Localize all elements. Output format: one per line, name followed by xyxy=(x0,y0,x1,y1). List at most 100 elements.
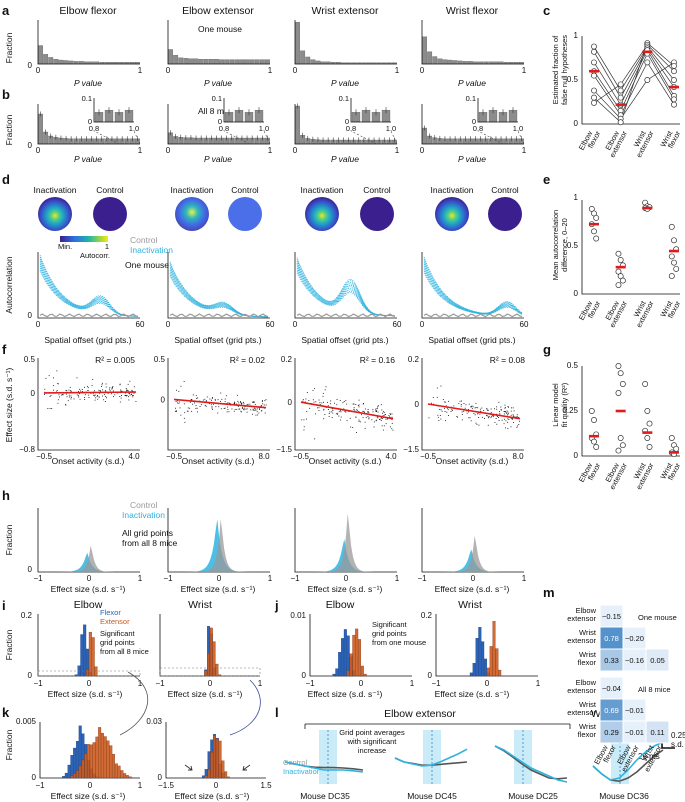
d-colorbar xyxy=(60,236,108,242)
scatter-point xyxy=(358,404,360,406)
scatter-point xyxy=(492,415,493,417)
mouse-line xyxy=(593,45,675,92)
scatter-point xyxy=(106,397,107,399)
m1-row1-l1: Elbow xyxy=(576,606,597,615)
scatter-point xyxy=(127,390,129,391)
inset-xtick-10: 1.0 xyxy=(129,124,139,133)
i-elbow-flexor-bar xyxy=(83,624,87,677)
l-scale-y: 0.25 xyxy=(671,731,685,740)
inactivation-curve xyxy=(169,263,269,318)
regression-line xyxy=(173,398,267,409)
j-wrist-extensor-bar xyxy=(486,667,490,677)
pvalue-bar xyxy=(68,60,74,65)
scatter-point xyxy=(318,407,320,409)
scatter-point xyxy=(306,411,308,412)
data-point xyxy=(617,81,624,88)
scatter-point xyxy=(338,415,340,417)
scatter-point xyxy=(254,404,256,405)
scatter-point xyxy=(223,408,225,409)
m-cell xyxy=(645,720,670,744)
scatter-point xyxy=(505,427,506,429)
pvalue-bar xyxy=(58,59,64,65)
scatter-point xyxy=(214,399,216,401)
inset-xtick-08: 0.8 xyxy=(89,124,99,133)
scatter-point xyxy=(465,404,467,406)
scatter-point xyxy=(391,416,393,418)
j-xlabel-1: Effect size (s.d. s⁻¹) xyxy=(308,689,383,699)
scatter-point xyxy=(238,408,240,410)
m-cell-value: −0.15 xyxy=(602,612,621,621)
scatter-point xyxy=(234,402,236,404)
scatter-point xyxy=(252,401,254,403)
scatter-point xyxy=(44,394,45,395)
data-point xyxy=(617,119,624,126)
pvalue-bar xyxy=(310,59,316,65)
k-elbow-extensor-bar xyxy=(98,727,102,779)
data-point xyxy=(642,381,649,387)
scatter-point xyxy=(111,387,113,388)
h-note-1: All grid points xyxy=(122,528,173,538)
m-one-mouse-matrix: Elbow extensor Wrist extensor Wrist flex… xyxy=(567,606,677,667)
l-mouse-1: Mouse DC35 xyxy=(300,791,350,801)
l-legend-inactivation: Inactivation xyxy=(283,767,321,776)
m-cell-value: −0.04 xyxy=(602,684,621,693)
j-elbow-flexor-bar xyxy=(343,629,347,677)
inactivation-curve xyxy=(39,271,138,317)
scatter-point xyxy=(190,399,192,401)
l-note-1: Grid point averages xyxy=(339,728,405,737)
m1-row3-l2: flexor xyxy=(578,658,597,667)
scatter-point xyxy=(87,387,89,389)
scatter-point xyxy=(49,408,51,409)
scatter-point xyxy=(510,414,512,416)
inactivation-curve xyxy=(39,265,139,317)
pvalue-xtick-1: 1 xyxy=(522,146,527,155)
a-xlabel-2: P value xyxy=(204,78,232,88)
k-arrow-left xyxy=(184,764,193,771)
scatter-point xyxy=(512,415,514,417)
scatter-point xyxy=(312,390,314,391)
d-ytick: 0 xyxy=(28,311,33,320)
scatter-point xyxy=(105,386,107,388)
scatter-point xyxy=(56,391,57,393)
data-point xyxy=(588,408,595,414)
inactivation-curve xyxy=(296,264,396,317)
data-point xyxy=(617,370,624,377)
title-wrist-extensor: Wrist extensor xyxy=(312,5,379,17)
e-ytick-1: 1 xyxy=(574,193,579,202)
l-inactivation-trace xyxy=(394,748,468,767)
m1-row2-l1: Wrist xyxy=(579,628,597,637)
scatter-point xyxy=(337,412,339,414)
pvalue-bar xyxy=(300,50,306,65)
scatter-point xyxy=(104,390,106,392)
scatter-point xyxy=(111,393,112,395)
pvalue-xtick-1: 1 xyxy=(522,66,527,75)
scatter-point xyxy=(120,389,122,391)
j-elbow-xtick-neg: −1 xyxy=(305,679,315,688)
scatter-point xyxy=(94,395,96,397)
scatter-point xyxy=(264,400,266,402)
k-ytick-left-0: 0 xyxy=(32,773,37,782)
inset-xtick-08: 0.8 xyxy=(219,124,229,133)
k-elbow-flexor-bar xyxy=(70,755,74,779)
scatter-point xyxy=(507,421,509,423)
scatter-point xyxy=(183,417,185,419)
scatter-point xyxy=(249,403,251,405)
i-elbow-xtick-pos: 1 xyxy=(138,679,143,688)
scatter-point xyxy=(81,389,83,390)
autocorr-xtick-0: 0 xyxy=(166,320,171,329)
data-point xyxy=(673,445,680,452)
scatter-point xyxy=(246,408,248,410)
scatter-point xyxy=(180,385,182,387)
m2-row3-l2: flexor xyxy=(578,730,597,739)
scatter-point xyxy=(128,396,129,398)
pvalue-xtick-0: 0 xyxy=(36,146,41,155)
scatter-point xyxy=(364,411,365,413)
i-xlabel-1: Effect size (s.d. s⁻¹) xyxy=(48,689,123,699)
scatter-point xyxy=(336,404,338,406)
scatter-point xyxy=(126,390,128,392)
scatter-point xyxy=(353,407,355,409)
scatter-point xyxy=(315,401,317,403)
scatter-point xyxy=(314,438,316,440)
k-wrist-flexor-bar xyxy=(201,775,205,779)
inset-ytick-top: 0.1 xyxy=(212,94,222,103)
